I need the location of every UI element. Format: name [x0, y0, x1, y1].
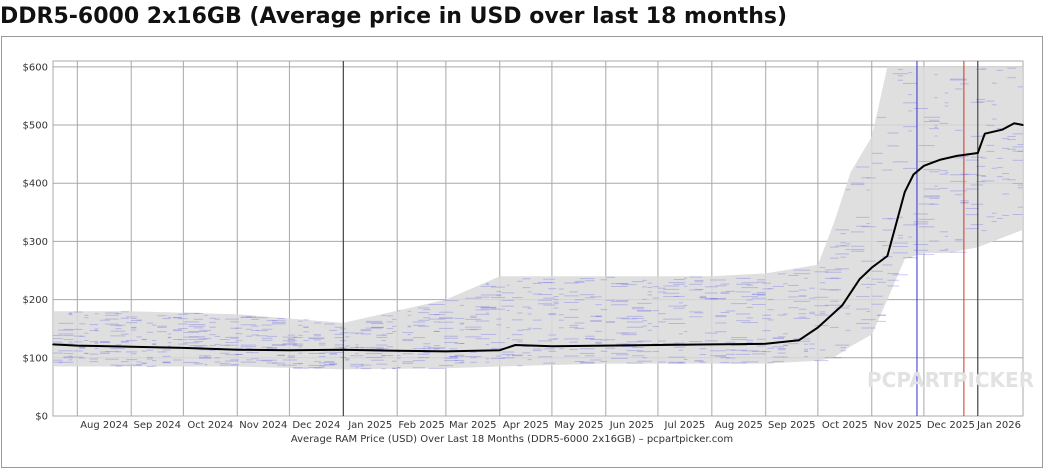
x-tick-label: Nov 2025: [874, 420, 922, 431]
y-tick-label: $600: [23, 62, 48, 73]
x-tick-label: Jan 2025: [347, 420, 392, 431]
x-tick-label: Jan 2026: [976, 420, 1021, 431]
average-price-point: [886, 255, 889, 257]
average-price-point: [870, 266, 873, 269]
average-price-point: [130, 345, 133, 348]
average-price-point: [657, 344, 659, 346]
average-price-point: [903, 191, 906, 193]
average-price-point: [895, 223, 897, 225]
y-tick-label: $200: [23, 295, 48, 306]
x-axis-caption: Average RAM Price (USD) Over Last 18 Mon…: [291, 434, 733, 445]
x-tick-label: Jun 2025: [609, 420, 654, 431]
average-price-point: [604, 344, 607, 347]
x-tick-label: Dec 2025: [927, 420, 975, 431]
x-tick-label: May 2025: [554, 420, 603, 431]
chart-frame: PCPARTPICKER $0 $100 $200 $300 $400 $500 $600 A…: [1, 36, 1043, 468]
y-tick-label: $500: [23, 121, 48, 132]
average-price-point: [551, 345, 553, 347]
y-tick-label: $400: [23, 179, 48, 190]
average-price-point: [396, 350, 398, 352]
y-tick-label: $0: [35, 412, 48, 423]
price-history-chart: PCPARTPICKER $0 $100 $200 $300 $400 $500 $600 A…: [23, 60, 1034, 445]
average-price-point: [498, 349, 501, 352]
average-price-point: [514, 344, 517, 346]
average-price-point: [764, 343, 767, 345]
y-tick-label: $300: [23, 237, 48, 248]
x-tick-label: Sep 2024: [134, 420, 181, 431]
axis-layer: $0 $100 $200 $300 $400 $500 $600 Aug 2024 Sep 20…: [23, 62, 1021, 431]
x-tick-label: Oct 2024: [187, 420, 233, 431]
average-price-point: [445, 350, 447, 353]
average-price-point: [1001, 128, 1003, 131]
average-line-layer: [52, 122, 1024, 353]
x-tick-label: Apr 2025: [503, 420, 549, 431]
x-tick-label: Aug 2025: [715, 420, 763, 431]
average-price-point: [983, 132, 986, 135]
x-tick-label: Dec 2024: [292, 420, 340, 431]
average-price-point: [938, 159, 941, 161]
average-price-point: [956, 155, 958, 157]
average-price-point: [1022, 124, 1024, 126]
x-tick-label: Mar 2025: [449, 420, 497, 431]
average-price-point: [711, 343, 713, 346]
average-price-point: [977, 152, 979, 154]
average-price-point: [182, 347, 185, 349]
average-price-point: [797, 339, 800, 342]
y-tick-label: $100: [23, 353, 48, 364]
average-price-point: [1013, 122, 1016, 125]
average-price-point: [858, 278, 861, 281]
x-tick-label: Nov 2024: [239, 420, 287, 431]
average-price-point: [52, 343, 54, 346]
marker-layer: [342, 61, 979, 416]
price-range-band: [53, 66, 1023, 370]
average-price-point: [841, 304, 844, 307]
average-price-point: [236, 348, 239, 351]
x-tick-label: Feb 2025: [398, 420, 444, 431]
x-tick-label: Aug 2024: [80, 420, 128, 431]
page-title: DDR5-6000 2x16GB (Average price in USD o…: [0, 4, 788, 29]
price-ticks-layer: [53, 67, 1023, 370]
average-price-point: [342, 348, 345, 351]
average-price-point: [817, 326, 819, 329]
price-band-layer: [53, 66, 1023, 370]
average-price-point: [923, 164, 925, 167]
x-tick-label: Oct 2025: [822, 420, 868, 431]
average-price-point: [912, 173, 915, 176]
x-tick-label: Sep 2025: [768, 420, 815, 431]
average-price-point: [76, 344, 79, 347]
watermark-text: PCPARTPICKER: [867, 368, 1034, 392]
x-tick-label: Jul 2025: [664, 420, 706, 431]
average-price-point: [288, 349, 291, 352]
